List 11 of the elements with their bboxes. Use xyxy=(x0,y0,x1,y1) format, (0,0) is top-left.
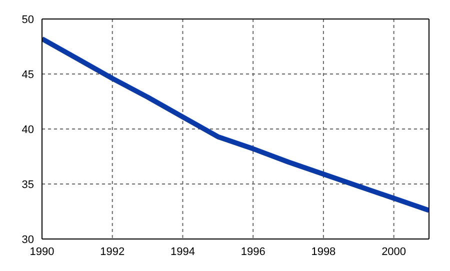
y-tick-label: 45 xyxy=(22,68,34,81)
y-tick-label: 50 xyxy=(22,14,34,26)
x-tick-label: 1994 xyxy=(170,246,195,258)
y-tick-label: 35 xyxy=(22,178,34,191)
x-tick-label: 1990 xyxy=(30,246,54,258)
y-tick-label: 30 xyxy=(22,234,34,246)
y-tick-label: 40 xyxy=(22,124,34,136)
x-tick-label: 1998 xyxy=(311,246,336,258)
x-tick-label: 1996 xyxy=(240,246,266,258)
x-tick-label: 2000 xyxy=(382,246,406,258)
x-tick-label: 1992 xyxy=(100,246,125,258)
